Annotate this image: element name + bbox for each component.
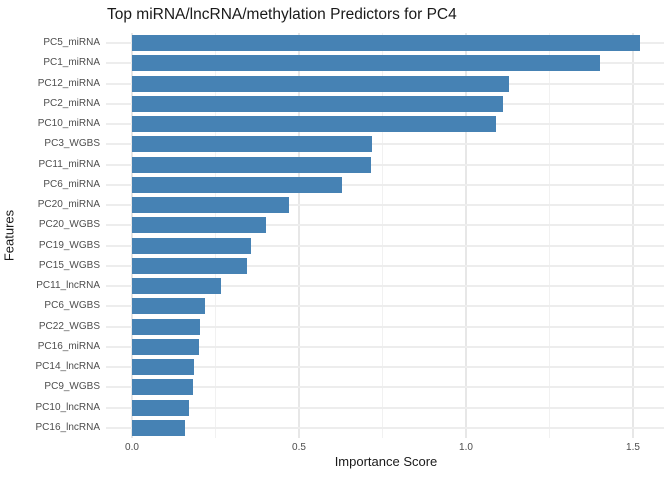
y-gridline (106, 305, 664, 308)
x-minor-gridline (215, 33, 216, 438)
x-major-gridline (298, 33, 300, 438)
y-gridline (106, 224, 664, 227)
bar-PC15_WGBS (132, 257, 248, 274)
y-tick-label: PC11_miRNA (38, 158, 101, 170)
y-tick-label: PC6_WGBS (44, 300, 100, 312)
y-tick-label: PC16_lncRNA (35, 421, 100, 433)
y-tick-label: PC16_miRNA (37, 340, 100, 352)
y-axis-tick-labels: PC5_miRNA PC1_miRNA PC12_miRNA PC2_miRNA PC1… (0, 33, 100, 438)
y-gridline (106, 366, 664, 369)
y-tick-label: PC22_WGBS (38, 320, 100, 332)
plot-panel (106, 33, 664, 438)
bar-PC1_miRNA (132, 55, 600, 72)
x-tick-label: 0.0 (125, 442, 139, 453)
y-tick-label: PC15_WGBS (38, 259, 100, 271)
y-gridline (106, 143, 664, 146)
y-tick-label: PC9_WGBS (44, 381, 100, 393)
bar-PC6_miRNA (132, 176, 343, 193)
y-tick-label: PC12_miRNA (37, 77, 100, 89)
bar-PC20_miRNA (132, 197, 289, 214)
y-tick-label: PC19_WGBS (38, 239, 100, 251)
y-tick-label: PC5_miRNA (43, 37, 100, 49)
x-axis-title: Importance Score (334, 454, 438, 469)
y-gridline (106, 244, 664, 247)
y-tick-label: PC14_lncRNA (35, 361, 100, 373)
bar-PC5_miRNA (132, 35, 640, 52)
bar-PC10_lncRNA (132, 399, 190, 416)
y-tick-label: PC20_WGBS (38, 219, 100, 231)
bar-PC9_WGBS (132, 379, 193, 396)
x-minor-gridline (382, 33, 383, 438)
x-major-gridline (131, 33, 133, 438)
bar-PC12_miRNA (132, 75, 510, 92)
x-major-gridline (465, 33, 467, 438)
bar-PC14_lncRNA (132, 359, 195, 376)
y-gridline (106, 163, 664, 166)
x-axis-tick-labels: 0.0 0.5 1.0 1.5 (0, 442, 672, 456)
y-gridline (106, 325, 664, 328)
y-tick-label: PC20_miRNA (37, 199, 100, 211)
x-tick-label: 1.0 (459, 442, 473, 453)
bar-PC10_miRNA (132, 116, 497, 133)
y-gridline (106, 426, 664, 429)
y-tick-label: PC6_miRNA (43, 178, 100, 190)
y-gridline (106, 285, 664, 288)
y-gridline (106, 386, 664, 389)
bar-PC11_lncRNA (132, 278, 221, 295)
x-tick-label: 1.5 (626, 442, 640, 453)
chart-title: Top miRNA/lncRNA/methylation Predictors … (107, 6, 457, 23)
bar-PC2_miRNA (132, 95, 503, 112)
y-gridline (106, 183, 664, 186)
y-gridline (106, 406, 664, 409)
y-tick-label: PC2_miRNA (43, 97, 100, 109)
bar-PC16_miRNA (132, 338, 199, 355)
y-gridline (106, 264, 664, 267)
bar-PC16_lncRNA (132, 419, 186, 436)
y-tick-label: PC1_miRNA (43, 57, 100, 69)
y-tick-label: PC10_miRNA (37, 118, 100, 130)
y-tick-label: PC11_lncRNA (36, 280, 100, 292)
bar-PC20_WGBS (132, 217, 266, 234)
x-tick-label: 0.5 (292, 442, 306, 453)
y-tick-label: PC10_lncRNA (35, 401, 100, 413)
y-gridline (106, 345, 664, 348)
bar-PC22_WGBS (132, 318, 201, 335)
bar-PC19_WGBS (132, 237, 251, 254)
x-minor-gridline (549, 33, 550, 438)
x-major-gridline (632, 33, 634, 438)
bar-PC11_miRNA (132, 156, 371, 173)
y-gridline (106, 204, 664, 207)
y-tick-label: PC3_WGBS (44, 138, 100, 150)
bar-PC6_WGBS (132, 298, 206, 315)
bar-PC3_WGBS (132, 136, 373, 153)
